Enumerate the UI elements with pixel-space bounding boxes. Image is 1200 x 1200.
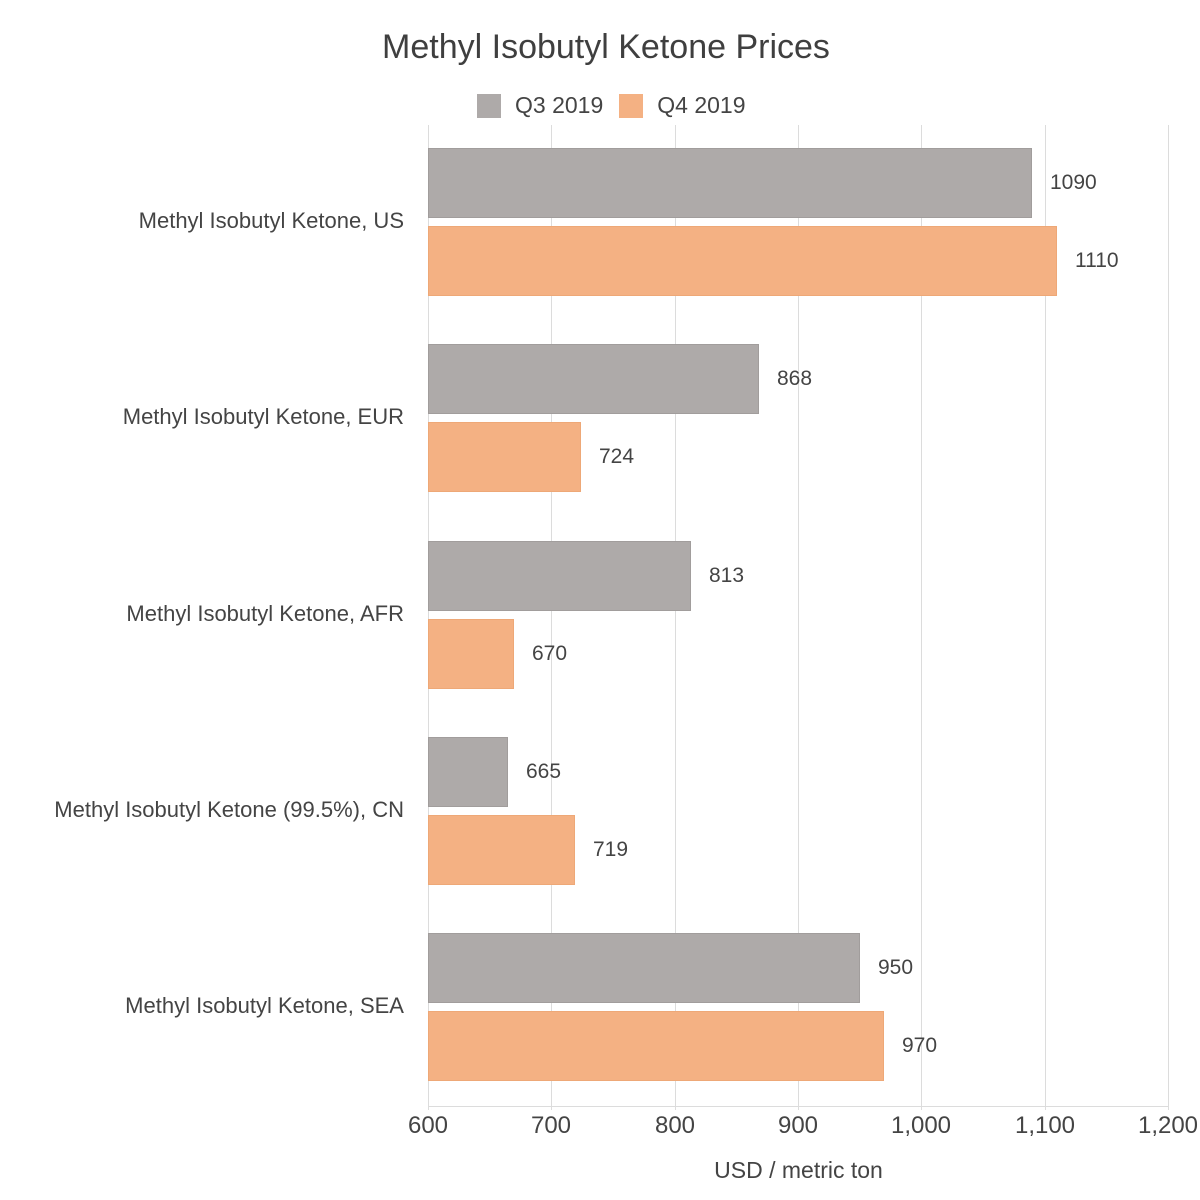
data-label: 724 (599, 445, 635, 468)
x-tick-label: 1,200 (1137, 1112, 1199, 1139)
data-label: 868 (777, 367, 813, 390)
legend-item-q3: Q3 2019 (477, 92, 603, 119)
x-axis-line (428, 1106, 1169, 1107)
x-tick-label: 1,000 (890, 1112, 952, 1139)
legend: Q3 2019 Q4 2019 (477, 92, 762, 119)
legend-swatch-q4 (619, 93, 644, 118)
data-label: 670 (532, 642, 568, 665)
x-tick-label: 900 (777, 1112, 819, 1139)
bar-q4 (428, 226, 1057, 296)
legend-label-q4: Q4 2019 (657, 92, 746, 118)
data-label: 813 (709, 564, 745, 587)
gridline (551, 125, 552, 1110)
legend-item-q4: Q4 2019 (619, 92, 746, 119)
chart-title: Methyl Isobutyl Ketone Prices (382, 28, 830, 66)
bar-q3 (428, 737, 508, 807)
category-label: Methyl Isobutyl Ketone (99.5%), CN (54, 797, 404, 822)
bar-q3 (428, 344, 759, 414)
category-label: Methyl Isobutyl Ketone, EUR (122, 404, 404, 429)
bar-q4 (428, 815, 575, 885)
bar-q3 (428, 933, 860, 1003)
bar-q4 (428, 422, 581, 492)
gridline (675, 125, 676, 1110)
gridline (921, 125, 922, 1110)
data-label: 1110 (1075, 249, 1119, 272)
gridline (1045, 125, 1046, 1110)
category-label: Methyl Isobutyl Ketone, SEA (125, 993, 404, 1018)
gridline (798, 125, 799, 1110)
x-tick-label: 1,100 (1014, 1112, 1076, 1139)
category-label: Methyl Isobutyl Ketone, AFR (126, 601, 404, 626)
data-label: 719 (593, 838, 629, 861)
category-label: Methyl Isobutyl Ketone, US (138, 208, 404, 233)
legend-label-q3: Q3 2019 (515, 92, 604, 118)
data-label: 950 (878, 956, 914, 979)
x-axis-label: USD / metric ton (714, 1157, 883, 1183)
gridline (428, 125, 429, 1110)
data-label: 970 (902, 1034, 938, 1057)
bar-q3 (428, 148, 1032, 218)
bar-q3 (428, 541, 691, 611)
data-label: 1090 (1050, 171, 1097, 194)
x-tick-label: 700 (530, 1112, 572, 1139)
x-tick-label: 600 (407, 1112, 449, 1139)
bar-q4 (428, 1011, 884, 1081)
legend-swatch-q3 (477, 93, 501, 118)
data-label: 665 (526, 760, 562, 783)
x-tick-label: 800 (654, 1112, 696, 1139)
gridline (1168, 125, 1169, 1110)
bar-q4 (428, 619, 514, 689)
